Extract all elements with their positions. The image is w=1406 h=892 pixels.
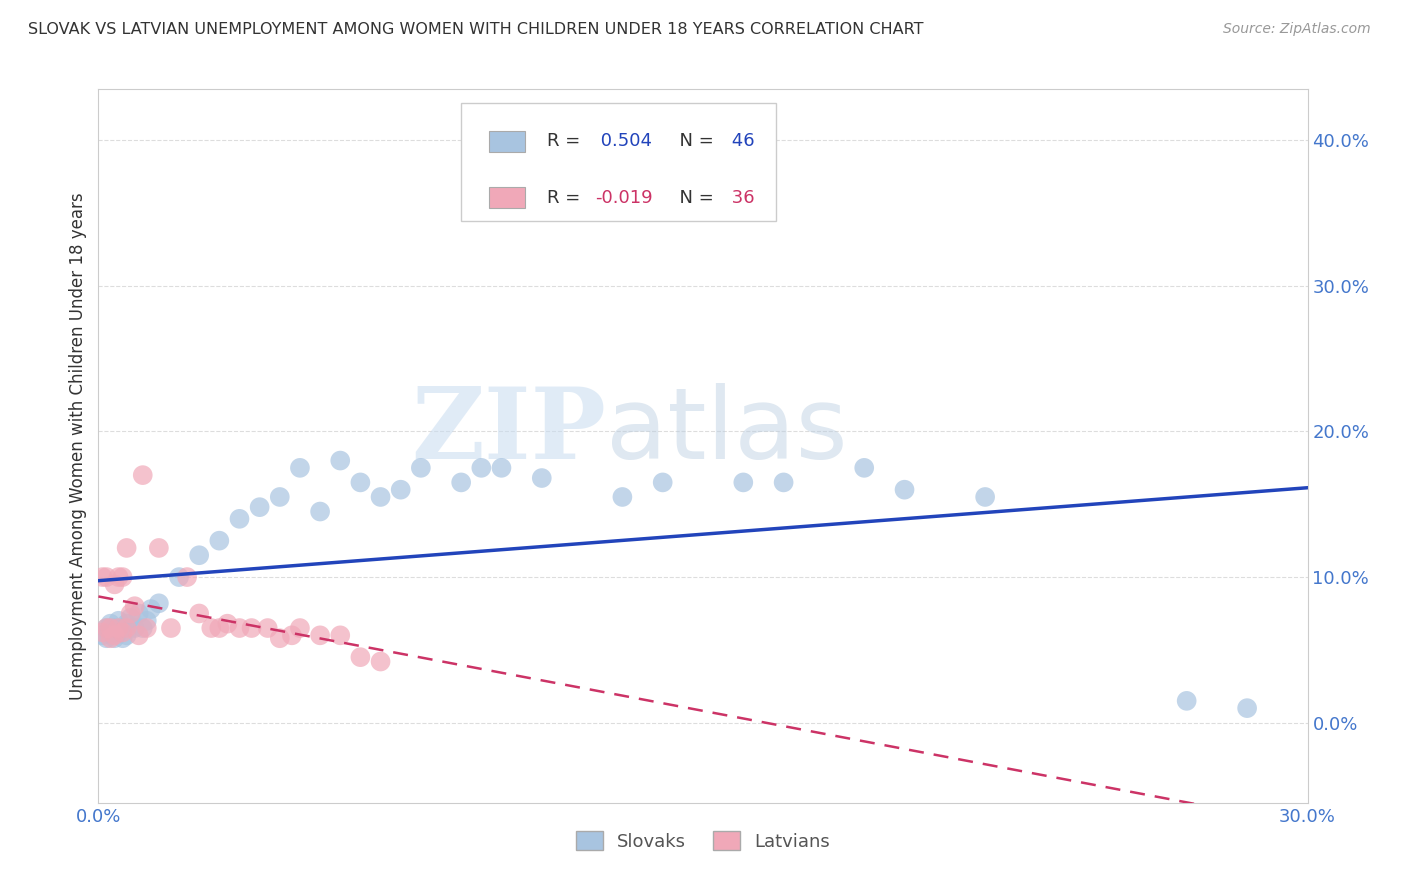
Point <box>124 599 146 614</box>
Point <box>128 607 150 621</box>
Point <box>103 577 125 591</box>
Y-axis label: Unemployment Among Women with Children Under 18 years: Unemployment Among Women with Children U… <box>69 192 87 700</box>
Point <box>115 616 138 631</box>
Text: SLOVAK VS LATVIAN UNEMPLOYMENT AMONG WOMEN WITH CHILDREN UNDER 18 YEARS CORRELAT: SLOVAK VS LATVIAN UNEMPLOYMENT AMONG WOM… <box>28 22 924 37</box>
Point <box>107 614 129 628</box>
Point <box>167 570 190 584</box>
FancyBboxPatch shape <box>461 103 776 221</box>
Point <box>1236 701 1258 715</box>
Point <box>188 548 211 562</box>
Point <box>115 541 138 555</box>
Point <box>269 490 291 504</box>
Text: R =: R = <box>547 189 581 207</box>
Point <box>256 621 278 635</box>
Point <box>269 632 291 646</box>
Point <box>349 475 371 490</box>
Point <box>107 625 129 640</box>
Text: atlas: atlas <box>606 384 848 480</box>
Text: 46: 46 <box>725 132 755 150</box>
Point <box>288 621 311 635</box>
Point <box>733 475 755 490</box>
Point <box>217 616 239 631</box>
Point <box>370 655 392 669</box>
Point <box>128 628 150 642</box>
Text: N =: N = <box>668 132 714 150</box>
Point <box>96 621 118 635</box>
Point <box>349 650 371 665</box>
Point <box>96 570 118 584</box>
Point <box>281 628 304 642</box>
FancyBboxPatch shape <box>489 130 526 152</box>
Point <box>100 625 122 640</box>
Point <box>91 570 114 584</box>
Point <box>188 607 211 621</box>
Point <box>651 475 673 490</box>
Point <box>309 504 332 518</box>
Point <box>148 541 170 555</box>
Point <box>249 500 271 515</box>
Point <box>329 628 352 642</box>
Point <box>160 621 183 635</box>
Point <box>103 632 125 646</box>
Point <box>120 607 142 621</box>
Point <box>389 483 412 497</box>
Text: Source: ZipAtlas.com: Source: ZipAtlas.com <box>1223 22 1371 37</box>
Point <box>135 614 157 628</box>
Point <box>1175 694 1198 708</box>
Point <box>530 471 553 485</box>
Point <box>240 621 263 635</box>
Point <box>124 621 146 635</box>
Point <box>132 621 155 635</box>
Point <box>96 621 118 635</box>
Point <box>111 625 134 640</box>
Text: -0.019: -0.019 <box>595 189 652 207</box>
Point <box>111 570 134 584</box>
Text: ZIP: ZIP <box>412 384 606 480</box>
Point <box>115 621 138 635</box>
Text: N =: N = <box>668 189 714 207</box>
Text: 36: 36 <box>725 189 755 207</box>
Point <box>974 490 997 504</box>
Point <box>107 621 129 635</box>
Point <box>612 490 634 504</box>
Point <box>288 460 311 475</box>
Point <box>853 460 876 475</box>
Point <box>470 460 492 475</box>
Point <box>370 490 392 504</box>
Point <box>132 468 155 483</box>
Point <box>111 621 134 635</box>
Point <box>491 460 513 475</box>
Point <box>329 453 352 467</box>
Legend: Slovaks, Latvians: Slovaks, Latvians <box>568 824 838 858</box>
Text: R =: R = <box>547 132 581 150</box>
Point <box>111 632 134 646</box>
Point <box>100 632 122 646</box>
Point <box>91 628 114 642</box>
FancyBboxPatch shape <box>489 187 526 209</box>
Point <box>409 460 432 475</box>
Point <box>208 533 231 548</box>
Point <box>103 621 125 635</box>
Point <box>103 628 125 642</box>
Point <box>135 621 157 635</box>
Point <box>176 570 198 584</box>
Point <box>148 596 170 610</box>
Point <box>228 621 250 635</box>
Point <box>100 616 122 631</box>
Point <box>139 602 162 616</box>
Point <box>208 621 231 635</box>
Point <box>200 621 222 635</box>
Point <box>115 628 138 642</box>
Text: 0.504: 0.504 <box>595 132 652 150</box>
Point <box>91 625 114 640</box>
Point <box>120 611 142 625</box>
Point <box>107 570 129 584</box>
Point <box>309 628 332 642</box>
Point <box>893 483 915 497</box>
Point <box>96 632 118 646</box>
Point <box>100 621 122 635</box>
Point <box>772 475 794 490</box>
Point <box>228 512 250 526</box>
Point <box>450 475 472 490</box>
